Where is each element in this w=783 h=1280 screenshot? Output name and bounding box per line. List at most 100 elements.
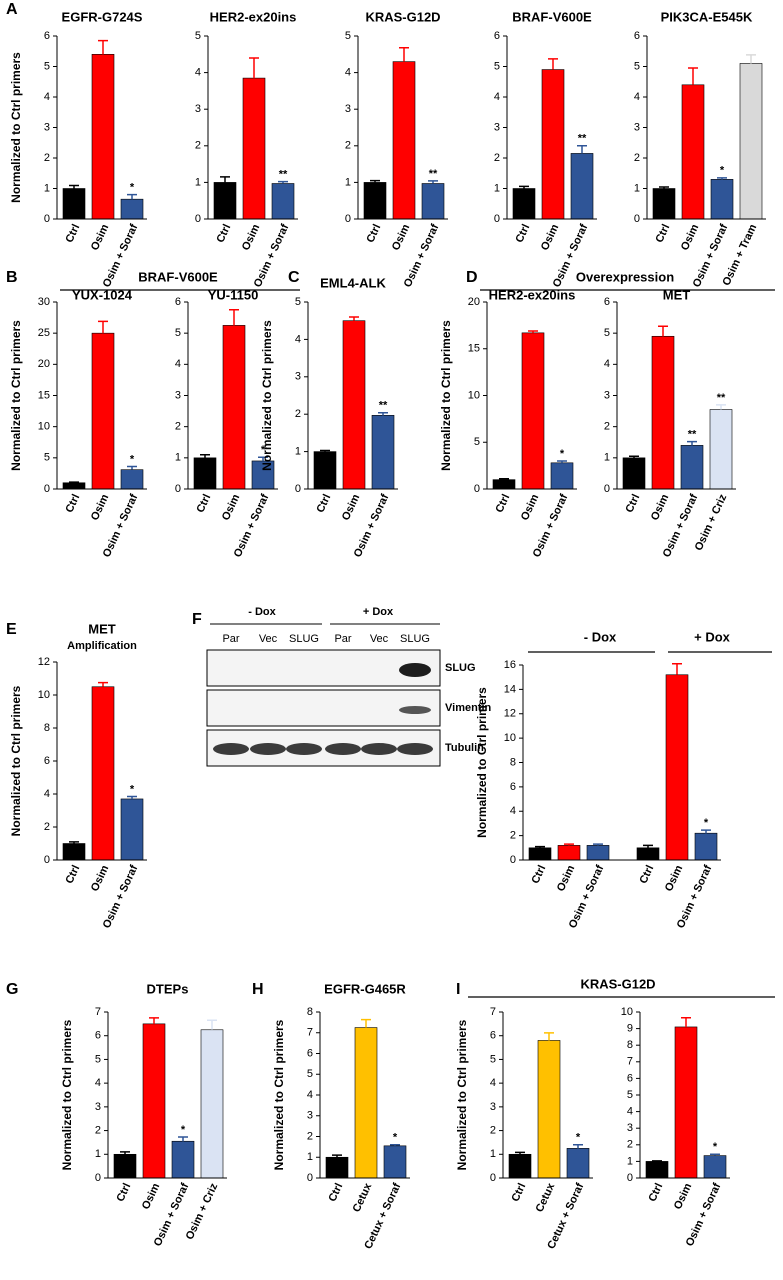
chart-title: MET bbox=[663, 287, 691, 302]
y-tick-label: 1 bbox=[295, 446, 301, 458]
chart-title: HER2-ex20ins bbox=[210, 9, 297, 24]
bar bbox=[354, 1027, 378, 1179]
error-bar bbox=[681, 1017, 691, 1027]
error-bar bbox=[557, 460, 567, 463]
error-bar bbox=[258, 456, 268, 461]
error-bar bbox=[249, 57, 259, 79]
y-tick-label: 1 bbox=[627, 1155, 633, 1167]
bar bbox=[739, 63, 763, 220]
y-axis-label: Normalized to Ctrl primers bbox=[9, 52, 23, 203]
y-tick-label: 0 bbox=[295, 483, 301, 495]
y-tick-label: 6 bbox=[604, 296, 610, 308]
x-tick-label: Osim bbox=[663, 863, 686, 893]
error-bar bbox=[643, 844, 653, 848]
error-bar bbox=[127, 193, 137, 200]
error-bar bbox=[390, 1144, 400, 1146]
y-tick-label: 0 bbox=[490, 1172, 496, 1184]
y-tick-label: 5 bbox=[345, 30, 351, 42]
x-tick-label: Ctrl bbox=[653, 222, 672, 244]
y-tick-label: 1 bbox=[95, 1148, 101, 1160]
y-tick-label: 2 bbox=[175, 421, 181, 433]
group-header: - Dox bbox=[584, 629, 617, 644]
lane-label: Vec bbox=[370, 633, 389, 645]
y-tick-label: 4 bbox=[44, 91, 50, 103]
x-tick-label: Ctrl bbox=[63, 222, 82, 244]
y-tick-label: 4 bbox=[494, 91, 500, 103]
bar bbox=[222, 325, 246, 490]
y-tick-label: 6 bbox=[490, 1030, 496, 1042]
bar bbox=[171, 1140, 195, 1179]
y-tick-label: 4 bbox=[604, 358, 610, 370]
blot-group: - Dox bbox=[248, 606, 276, 618]
bar bbox=[120, 798, 144, 861]
lane-label: Par bbox=[334, 633, 351, 645]
y-tick-label: 15 bbox=[468, 343, 480, 355]
x-tick-label: Ctrl bbox=[364, 222, 383, 244]
y-tick-label: 5 bbox=[627, 1089, 633, 1101]
bar bbox=[709, 409, 733, 490]
y-tick-label: 0 bbox=[345, 213, 351, 225]
y-tick-label: 2 bbox=[195, 140, 201, 152]
bar bbox=[62, 188, 86, 220]
bar bbox=[512, 188, 536, 220]
y-tick-label: 3 bbox=[307, 1110, 313, 1122]
y-tick-label: 4 bbox=[490, 1077, 496, 1089]
y-tick-label: 5 bbox=[634, 60, 640, 72]
band-label: SLUG bbox=[445, 662, 476, 674]
lane-label: Par bbox=[222, 633, 239, 645]
y-tick-label: 3 bbox=[494, 121, 500, 133]
panel-label: E bbox=[6, 621, 17, 638]
bar bbox=[421, 183, 445, 220]
y-tick-label: 0 bbox=[195, 213, 201, 225]
y-tick-label: 0 bbox=[494, 213, 500, 225]
band bbox=[325, 743, 361, 755]
y-tick-label: 10 bbox=[38, 689, 50, 701]
bar bbox=[91, 686, 115, 861]
y-axis-label: Normalized to Ctrl primers bbox=[475, 687, 489, 838]
y-tick-label: 1 bbox=[195, 176, 201, 188]
bar bbox=[636, 847, 660, 861]
y-tick-label: 2 bbox=[604, 421, 610, 433]
y-axis-label: Normalized to Ctrl primers bbox=[9, 320, 23, 471]
panel-label: G bbox=[6, 981, 18, 998]
y-tick-label: 0 bbox=[634, 213, 640, 225]
y-tick-label: 2 bbox=[345, 140, 351, 152]
significance-label: * bbox=[393, 1132, 398, 1144]
error-bar bbox=[659, 186, 669, 189]
y-axis-label: Normalized to Ctrl primers bbox=[260, 320, 274, 471]
significance-label: * bbox=[130, 182, 135, 194]
y-tick-label: 16 bbox=[504, 659, 516, 671]
y-tick-label: 8 bbox=[44, 722, 50, 734]
y-tick-label: 5 bbox=[494, 60, 500, 72]
bar bbox=[271, 183, 295, 220]
y-tick-label: 0 bbox=[474, 483, 480, 495]
bar bbox=[652, 188, 676, 220]
y-tick-label: 0 bbox=[95, 1172, 101, 1184]
error-bar bbox=[69, 184, 79, 189]
x-tick-label: Osim bbox=[390, 222, 413, 252]
error-bar bbox=[200, 453, 210, 458]
y-tick-label: 1 bbox=[634, 182, 640, 194]
y-tick-label: 6 bbox=[175, 296, 181, 308]
y-tick-label: 14 bbox=[504, 683, 516, 695]
y-tick-label: 3 bbox=[634, 121, 640, 133]
bar bbox=[371, 415, 395, 490]
y-tick-label: 0 bbox=[44, 483, 50, 495]
error-bar bbox=[573, 1144, 583, 1149]
lane-label: SLUG bbox=[400, 633, 430, 645]
y-tick-label: 12 bbox=[504, 708, 516, 720]
x-tick-label: Ctrl bbox=[493, 492, 512, 514]
error-bar bbox=[515, 1151, 525, 1155]
bar bbox=[62, 843, 86, 861]
x-tick-label: Ctrl bbox=[513, 222, 532, 244]
significance-label: * bbox=[704, 817, 709, 829]
y-tick-label: 2 bbox=[95, 1124, 101, 1136]
x-tick-label: Osim bbox=[672, 1181, 695, 1211]
error-bar bbox=[717, 177, 727, 180]
error-bar bbox=[428, 180, 438, 184]
y-axis-label: Normalized to Ctrl primers bbox=[272, 1019, 286, 1170]
significance-label: ** bbox=[578, 133, 587, 145]
y-tick-label: 15 bbox=[38, 389, 50, 401]
